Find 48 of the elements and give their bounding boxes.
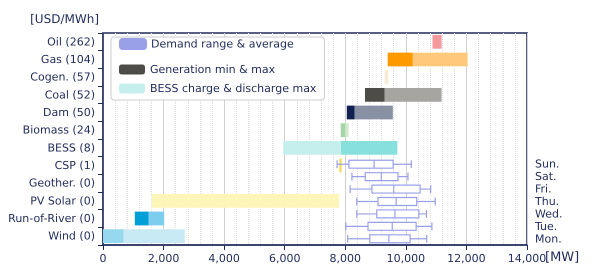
bar [346,106,355,120]
x-tick-label: 6,000 [268,252,300,265]
bar [152,194,340,208]
bar [134,212,149,226]
legend-label: BESS charge & discharge max [150,82,317,95]
legend-label: Generation min & max [150,63,276,76]
bar [388,52,413,66]
bar [412,52,468,66]
y-tick-label: Coal (52) [44,88,95,102]
y-tick-label: PV Solar (0) [30,194,95,208]
x-tick-label: 8,000 [330,252,362,265]
x-axis-title: [MW] [545,250,580,265]
x-tick-label: 4,000 [208,252,240,265]
bar [148,212,164,226]
y-tick-label: Oil (262) [47,35,95,48]
y-tick-label: Sun. [535,158,560,171]
bar [340,123,346,138]
y-tick-label: Cogen. (57) [30,70,95,84]
y-tick-label: BESS (8) [47,141,95,154]
x-tick-label: 0 [100,252,106,265]
bar [432,34,442,49]
bar [340,140,398,155]
y-tick-label: Biomass (24) [22,124,95,137]
y-tick-label: CSP (1) [54,159,95,172]
bar [384,70,388,84]
y-axis-title: [USD/MWh] [30,12,100,26]
y-tick-label: Geother. (0) [28,176,95,190]
bar [384,88,442,102]
y-tick-label: Tue. [534,220,558,233]
bar [124,229,185,244]
y-tick-label: Gas (104) [40,53,95,66]
x-tick-label: 14,000 [508,252,546,265]
y-tick-label: Mon. [535,232,562,246]
x-tick-label: 2,000 [148,252,180,265]
y-tick-label: Fri. [535,182,552,196]
bar [103,229,124,244]
y-tick-label: Thu. [534,195,560,208]
bar [354,106,393,120]
x-tick-label: 12,000 [447,252,486,265]
x-tick-label: 10,000 [386,252,426,265]
y-tick-label: Wed. [535,207,562,220]
bar [364,88,385,102]
y-tick-label: Wind (0) [48,230,95,243]
legend-label: Demand range & average [151,38,294,50]
y-tick-label: Sat. [535,170,557,184]
y-tick-label: Dam (50) [42,106,95,119]
y-tick-label: Run-of-River (0) [8,212,95,225]
bar [283,140,341,155]
